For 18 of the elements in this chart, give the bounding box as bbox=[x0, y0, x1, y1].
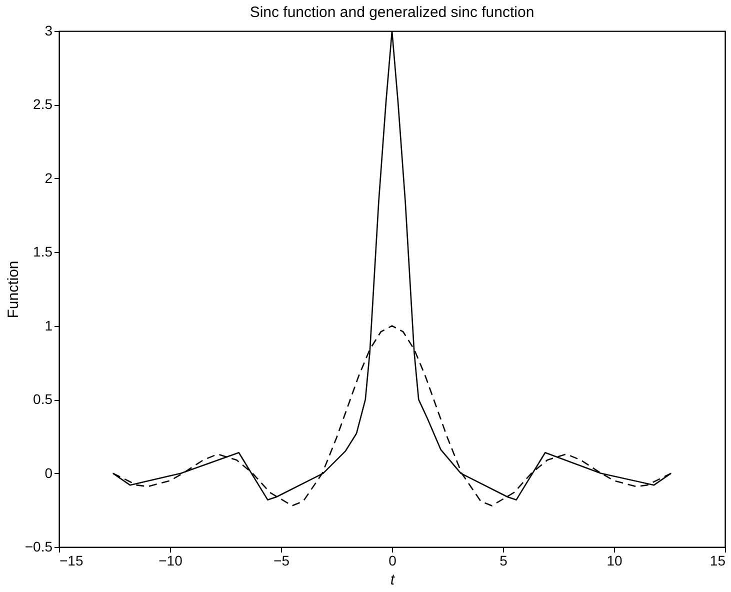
x-axis-title: t bbox=[390, 572, 396, 588]
y-axis-title: Function bbox=[4, 260, 22, 318]
y-tick-label: −0.5 bbox=[24, 538, 53, 554]
y-tick-label: 1.5 bbox=[33, 244, 53, 260]
x-tick-label: 5 bbox=[500, 552, 508, 568]
y-tick-label: 0 bbox=[44, 464, 53, 481]
y-tick-label: 0.5 bbox=[33, 391, 53, 408]
y-tick-label: 1 bbox=[44, 317, 53, 334]
x-tick-label: 15 bbox=[710, 552, 726, 568]
y-tick-label: 2 bbox=[44, 170, 53, 186]
x-tick-label: 10 bbox=[606, 552, 622, 568]
x-tick-label: −10 bbox=[158, 552, 183, 568]
y-tick-label: 2.5 bbox=[33, 96, 53, 112]
y-tick-label: 3 bbox=[44, 22, 53, 38]
chart-title: Sinc function and generalized sinc function bbox=[250, 4, 534, 21]
x-tick-label: 0 bbox=[388, 552, 397, 568]
x-tick-label: −5 bbox=[274, 552, 290, 568]
x-tick-label: −15 bbox=[60, 552, 84, 568]
